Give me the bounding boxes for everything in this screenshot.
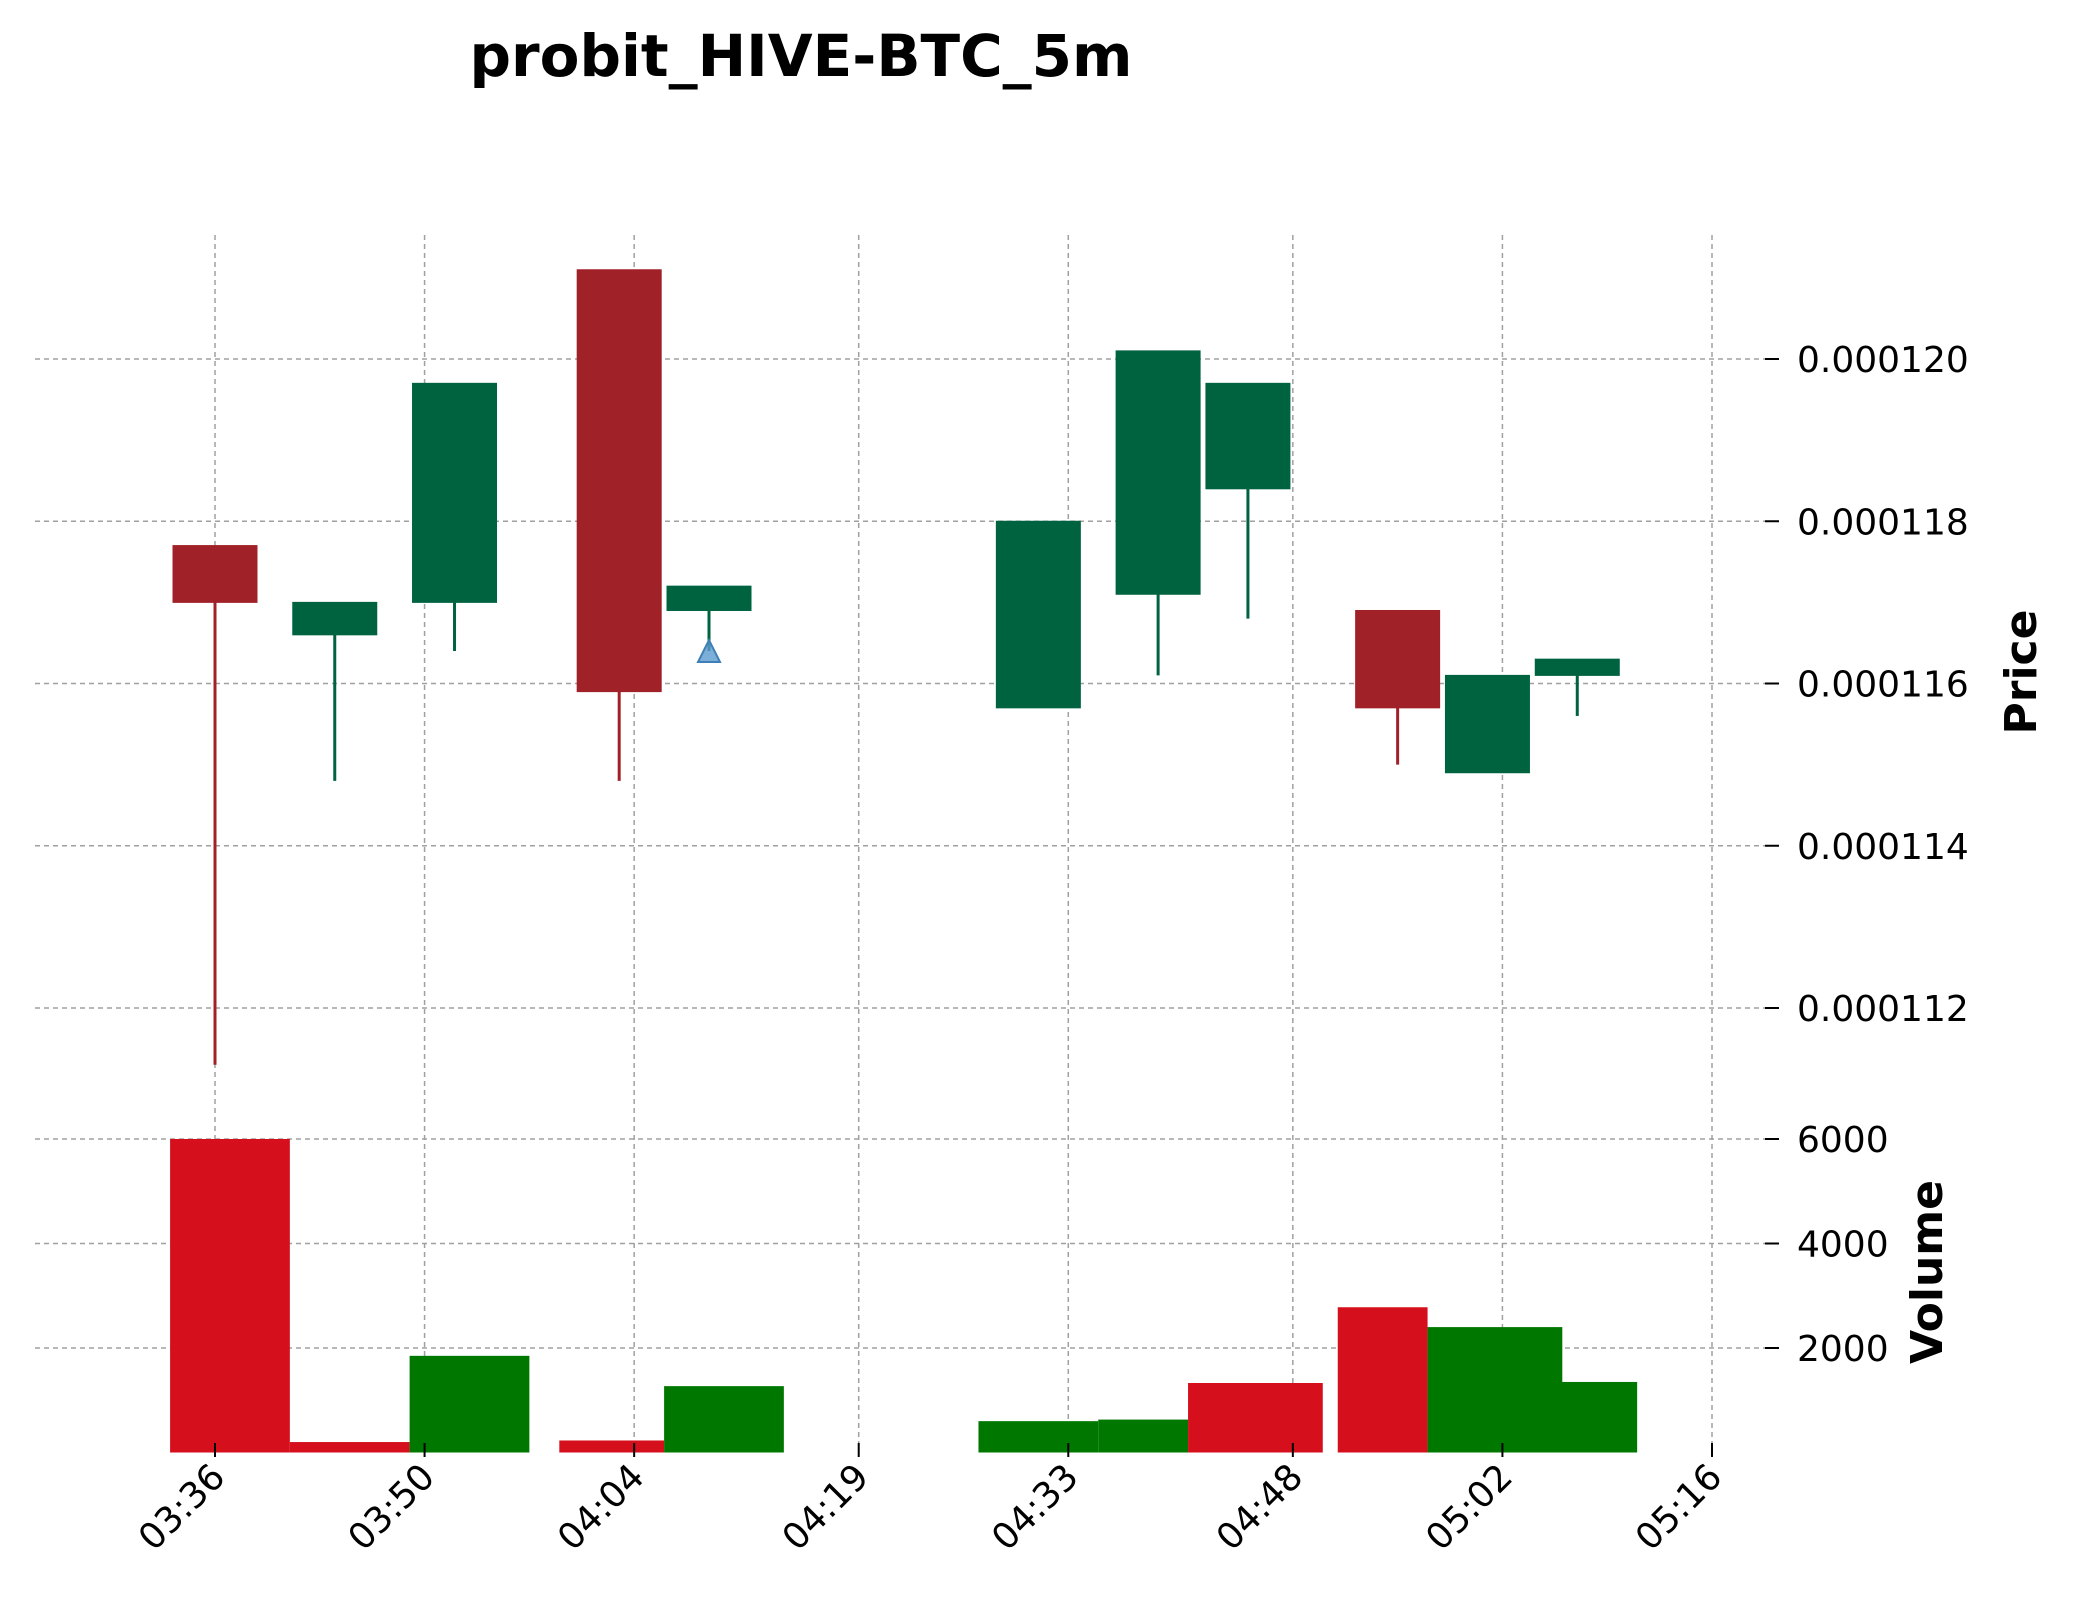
price-tick-label: 0.000120 <box>1797 340 1969 381</box>
volume-bar <box>978 1421 1099 1453</box>
x-tick-label: 05:16 <box>1628 1456 1730 1558</box>
candle-body <box>1355 609 1441 709</box>
candle-body <box>1444 674 1530 774</box>
x-tick-label: 05:02 <box>1418 1456 1520 1558</box>
volume-bar <box>664 1386 784 1453</box>
price-tick-label: 0.000118 <box>1797 502 1969 543</box>
candle-body <box>292 601 378 636</box>
candle-body <box>666 585 752 611</box>
chart-title: probit_HIVE-BTC_5m <box>469 22 1133 90</box>
volume-bar <box>409 1355 530 1453</box>
price-tick-label: 0.000112 <box>1797 989 1969 1030</box>
x-tick-label: 04:33 <box>984 1456 1086 1558</box>
candle-body <box>995 520 1081 709</box>
volume-tick-label: 4000 <box>1797 1225 1889 1266</box>
price-tick-label: 0.000116 <box>1797 665 1969 706</box>
volume-tick-label: 6000 <box>1797 1120 1889 1161</box>
x-tick-label: 03:50 <box>341 1456 443 1558</box>
candle-body <box>576 269 662 693</box>
candle-body <box>1115 350 1201 595</box>
volume-bar <box>289 1442 410 1453</box>
candle-body <box>172 545 258 603</box>
volume-bar <box>1337 1307 1428 1453</box>
x-tick-label: 04:04 <box>550 1456 652 1558</box>
candle-body <box>1205 382 1291 490</box>
grid-lines <box>35 235 1765 1443</box>
x-tick-label: 04:19 <box>775 1456 877 1558</box>
candle-body <box>412 382 498 603</box>
price-tick-label: 0.000114 <box>1797 827 1969 868</box>
volume-tick-label: 2000 <box>1797 1329 1889 1370</box>
candle-body <box>1534 658 1620 676</box>
x-tick-label: 03:36 <box>131 1456 233 1558</box>
volume-bar <box>559 1440 665 1453</box>
volume-bar <box>1188 1383 1323 1453</box>
price-axis-label: Price <box>1996 610 2047 735</box>
volume-bar <box>1098 1419 1189 1453</box>
candlesticks <box>172 269 1620 1065</box>
signal-markers <box>696 637 722 664</box>
volume-bar <box>1502 1381 1638 1453</box>
volume-axis-label: Volume <box>1902 1180 1953 1364</box>
volume-bar <box>170 1139 290 1453</box>
buy-signal-marker <box>696 637 722 664</box>
x-tick-label: 04:48 <box>1209 1456 1311 1558</box>
volume-bars <box>170 1139 1638 1453</box>
